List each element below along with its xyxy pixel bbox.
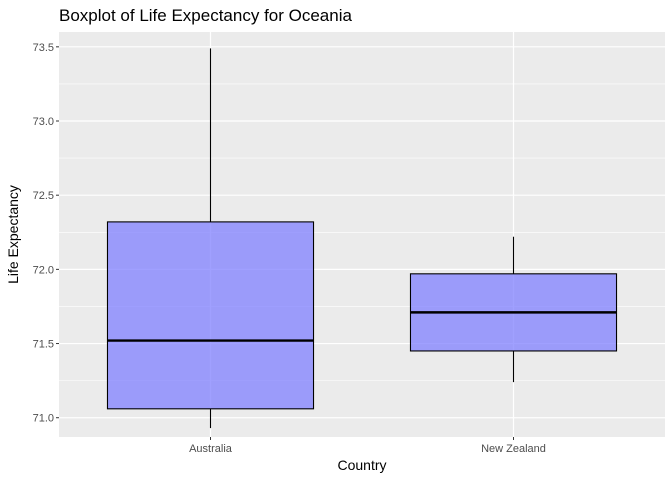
boxes (106, 48, 618, 429)
x-tick-label: Australia (189, 443, 233, 455)
y-tick-label: 72.5 (33, 190, 54, 202)
x-tick-label: New Zealand (481, 443, 546, 455)
y-tick-label: 73.5 (33, 42, 54, 54)
y-axis: 71.0 71.5 72.0 72.5 73.0 73.5 (33, 42, 59, 425)
x-axis: Australia New Zealand (189, 437, 546, 455)
y-tick-label: 73.0 (33, 116, 54, 128)
x-axis-title: Country (337, 457, 386, 473)
y-tick-label: 71.0 (33, 413, 54, 425)
box-australia (106, 48, 315, 429)
y-tick-label: 72.0 (33, 264, 54, 276)
chart-title: Boxplot of Life Expectancy for Oceania (59, 6, 352, 25)
y-axis-title: Life Expectancy (5, 185, 21, 284)
box-new-zealand (409, 236, 618, 383)
y-tick-label: 71.5 (33, 339, 54, 351)
box-iqr (106, 221, 315, 410)
